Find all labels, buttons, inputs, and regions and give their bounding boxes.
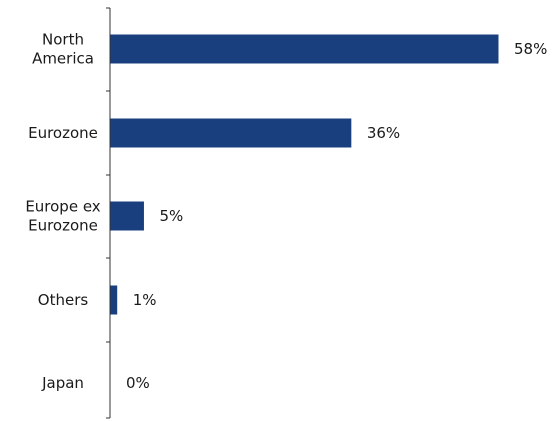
value-label: 36% [367, 124, 400, 142]
value-label: 58% [514, 40, 547, 58]
value-label: 0% [126, 374, 150, 392]
category-label: Eurozone [28, 124, 98, 142]
bar [111, 35, 499, 64]
bar [111, 119, 352, 148]
y-axis-ticks [106, 8, 110, 418]
value-labels: 58% 36% 5% 1% 0% [126, 40, 547, 392]
bars [111, 35, 499, 315]
category-label: Europe ex Eurozone [25, 198, 100, 235]
category-labels: North America Eurozone Europe ex Eurozone Oth… [25, 31, 100, 393]
bar [111, 202, 144, 231]
bar [111, 286, 118, 315]
category-label: Others [38, 291, 89, 309]
category-label: North America [32, 31, 94, 68]
value-label: 5% [159, 207, 183, 225]
value-label: 1% [133, 291, 157, 309]
category-label: Japan [41, 374, 84, 392]
